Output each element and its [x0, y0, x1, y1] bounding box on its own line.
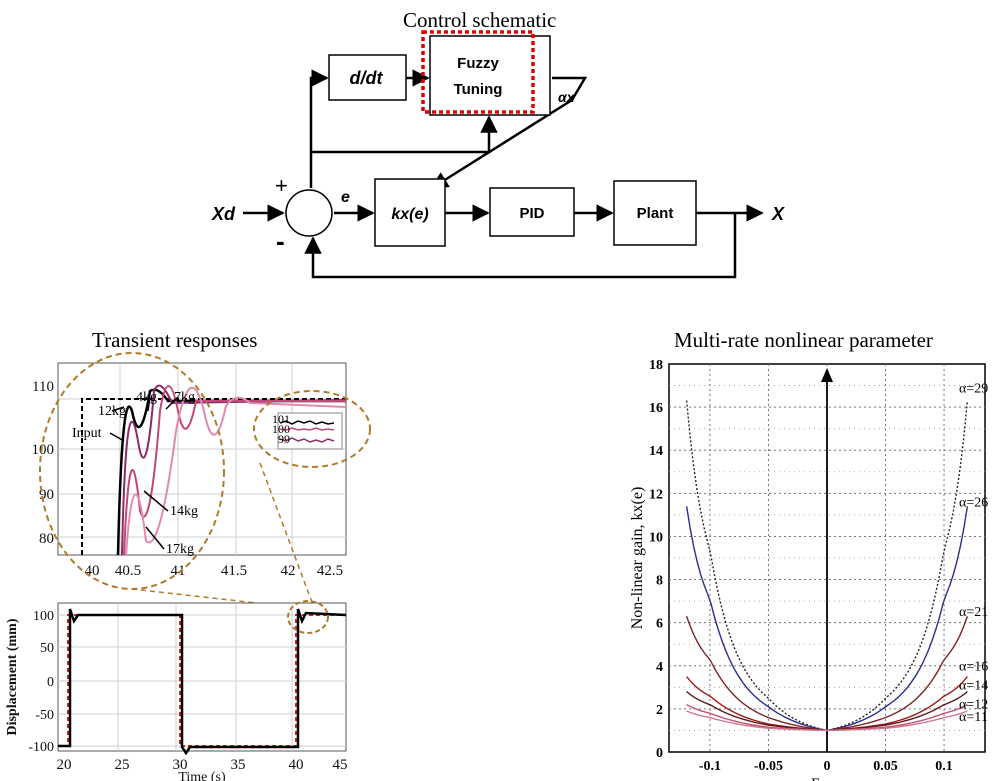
pid-label: PID — [519, 205, 544, 222]
input-step — [81, 398, 346, 555]
y-tick-label: 18 — [649, 358, 663, 373]
fuzzy-highlight — [421, 30, 535, 114]
x-tick-label: 0 — [824, 759, 831, 774]
y-tick-label: 14 — [649, 444, 663, 459]
annot-12kg: 12kg — [98, 404, 126, 419]
zoom-ytick-100: 100 — [32, 442, 55, 458]
y-tick-label: 4 — [656, 660, 663, 675]
series-label: α=16 — [959, 660, 988, 675]
response-17kg — [125, 386, 347, 556]
full-xlabel: Time (s) — [178, 770, 226, 781]
transient-panel: 110 100 90 80 40 40.5 41 41.5 42 42.5 In… — [5, 352, 371, 781]
annot-7kg: 7kg — [174, 390, 195, 405]
x-axis-label: Error — [811, 776, 843, 781]
alpha-line — [430, 76, 588, 190]
full-xtick-45: 45 — [333, 757, 348, 773]
y-tick-label: 8 — [656, 574, 663, 589]
response-4kg — [121, 384, 347, 556]
x-tick-label: -0.1 — [699, 759, 721, 774]
zoom-xtick-41-5: 41.5 — [221, 563, 247, 579]
full-xtick-35: 35 — [231, 757, 246, 773]
response-12kg — [116, 388, 346, 556]
inset-callout-ellipse — [253, 390, 371, 468]
callout-connectors — [131, 462, 317, 614]
series-line — [686, 710, 968, 732]
ddt-block — [328, 54, 407, 101]
full-ytick-n100: -100 — [28, 740, 54, 755]
output-label: X — [771, 204, 785, 224]
derivative-branch — [309, 69, 329, 188]
full-plot-frame — [57, 602, 347, 752]
inset-label-100: 100 — [272, 422, 290, 436]
y-tick-label: 6 — [656, 617, 663, 632]
x-tick-label: 0.05 — [873, 759, 898, 774]
full-xtick-20: 20 — [57, 757, 72, 773]
minus-sign: - — [276, 226, 285, 256]
inset-frame — [277, 412, 343, 450]
y-axis-label: Non-linear gain, kx(e) — [629, 487, 646, 630]
plus-sign: + — [275, 173, 288, 198]
x-tick-label: 0.1 — [935, 759, 953, 774]
zoom-plot-frame — [57, 362, 347, 556]
full-ytick-0: 0 — [47, 675, 54, 690]
y-tick-label: 0 — [656, 746, 663, 761]
annot-4kg: 4kg — [136, 390, 157, 405]
full-response-signal — [58, 608, 347, 756]
y-tick-label: 10 — [649, 530, 663, 545]
alpha-label: αx — [558, 89, 576, 105]
zoom-ytick-80: 80 — [39, 531, 54, 547]
schematic-title: Control schematic — [403, 8, 557, 32]
series-label: α=12 — [959, 698, 988, 713]
full-xtick-25: 25 — [115, 757, 130, 773]
series-label: α=29 — [959, 382, 988, 397]
multirate-chart: 0 2 4 6 8 10 12 14 16 18 -0.1 -0.05 0 0.05 0.1 α=29 α=26… — [629, 358, 988, 781]
series-label: α=26 — [959, 495, 988, 510]
series-label: α=11 — [959, 710, 988, 725]
y-tick-label: 12 — [649, 487, 663, 502]
kx-block — [374, 178, 446, 247]
kx-label: kx(e) — [391, 206, 428, 223]
response-7kg — [123, 385, 346, 556]
zoom-xtick-42-5: 42.5 — [317, 563, 343, 579]
y-axis-arrow-head — [821, 368, 833, 382]
error-fuzzy-branch — [311, 115, 498, 154]
xd-label: Xd — [211, 204, 236, 224]
full-xtick-40: 40 — [289, 757, 304, 773]
fuzzy-label-2: Tuning — [454, 81, 503, 98]
full-ytick-100: 100 — [33, 609, 54, 624]
x-tick-label: -0.05 — [754, 759, 783, 774]
series-label: α=21 — [959, 605, 988, 620]
feedback-path — [304, 213, 737, 279]
full-ytick-50: 50 — [40, 641, 54, 656]
annot-input: Input — [72, 426, 102, 441]
plant-block — [613, 180, 697, 246]
fuzzy-block — [429, 35, 551, 116]
full-ytick-n50: -50 — [35, 708, 54, 723]
inset-label-101: 101 — [272, 412, 290, 426]
summing-junction — [285, 189, 333, 237]
pid-block — [489, 187, 575, 237]
full-reference-signal — [58, 614, 346, 747]
series-label: α=14 — [959, 679, 988, 694]
y-tick-label: 16 — [649, 401, 663, 416]
zoom-xtick-42: 42 — [281, 563, 296, 579]
multirate-title: Multi-rate nonlinear parameter — [674, 328, 933, 352]
plant-label: Plant — [637, 205, 674, 222]
transient-title: Transient responses — [92, 328, 258, 352]
zoom-ytick-110: 110 — [32, 379, 54, 395]
ddt-label: d/dt — [350, 68, 384, 88]
y-tick-label: 2 — [656, 703, 663, 718]
inset-label-99: 99 — [278, 432, 290, 446]
error-label: e — [341, 189, 350, 206]
fuzzy-label-1: Fuzzy — [457, 55, 499, 72]
annot-17kg: 17kg — [166, 542, 194, 557]
zoom-xtick-40: 40 — [85, 563, 100, 579]
annot-14kg: 14kg — [170, 504, 198, 519]
zoom-xtick-40-5: 40.5 — [115, 563, 141, 579]
full-callout-ellipse — [287, 600, 329, 634]
full-xtick-30: 30 — [173, 757, 188, 773]
full-ylabel: Displacement (mm) — [5, 618, 20, 735]
control-schematic: d/dt Fuzzy Tuning kx(e) PID Plant Xd e α… — [211, 30, 785, 279]
